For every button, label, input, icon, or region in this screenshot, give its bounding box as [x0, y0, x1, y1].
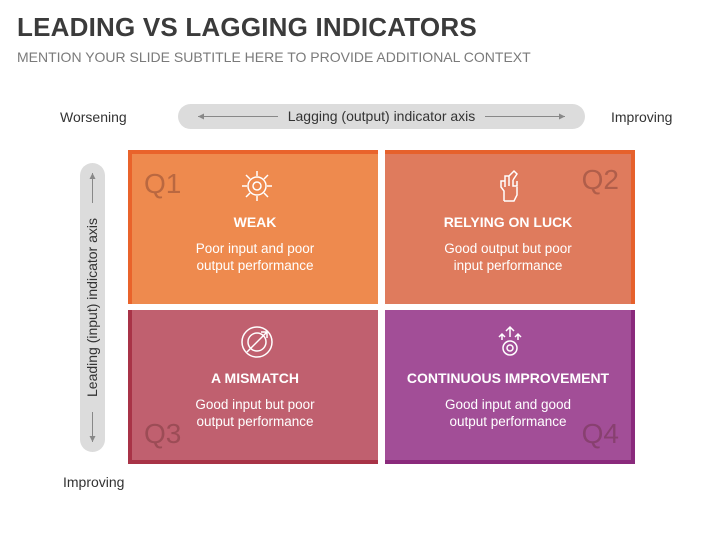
x-axis-arrows	[198, 113, 565, 120]
quadrant-text: Poor input and poor output performance	[132, 240, 378, 274]
quadrant-text: Good input and good output performance	[385, 396, 631, 430]
quadrant-text-line: Good input and good	[444, 397, 572, 412]
quadrant: Q4 CONTINUOUS IMPROVEMENT Good input and g…	[385, 310, 635, 464]
quadrant-text-line: Good input but poor	[195, 397, 315, 412]
quadrant-text-line: input performance	[453, 258, 563, 273]
quadrant-title: A MISMATCH	[211, 370, 299, 386]
y-axis-label: Leading (input) indicator axis	[80, 163, 105, 452]
subtitle: MENTION YOUR SLIDE SUBTITLE HERE TO PROV…	[17, 49, 531, 65]
axis-right-label: Improving	[611, 109, 673, 125]
quadrant-id: Q4	[581, 418, 619, 449]
y-axis-text: Leading (input) indicator axis	[84, 214, 100, 401]
quadrant-text: Good output but poor input performance	[385, 240, 631, 274]
quadrant-text-line: output performance	[196, 258, 314, 273]
quadrant: Q1 WEAK Poor input and poor output performa…	[128, 150, 378, 304]
quadrant-text-line: Good output but poor	[444, 241, 572, 256]
fingers-icon	[500, 169, 518, 202]
quadrant: Q2 RELYING ON LUCK Good output but poor inp…	[385, 150, 635, 304]
quadrant: Q3 A MISMATCH Good input but poor output pe…	[128, 310, 378, 464]
gear-icon	[242, 171, 272, 201]
arrows-icon	[241, 326, 273, 358]
quadrant-text-line: output performance	[449, 414, 567, 429]
y-axis-arrows	[89, 173, 96, 442]
quadrant-id: Q1	[144, 168, 182, 199]
axis-bottom-label: Improving	[63, 474, 125, 490]
x-axis-text: Lagging (output) indicator axis	[283, 108, 480, 124]
quadrant-id: Q2	[581, 164, 619, 195]
growth-gear-icon	[498, 325, 522, 356]
quadrant-title: WEAK	[233, 214, 277, 230]
title: LEADING VS LAGGING INDICATORS	[17, 12, 477, 42]
quadrant-title: CONTINUOUS IMPROVEMENT	[406, 370, 610, 386]
quadrant-text: Good input but poor output performance	[132, 396, 378, 430]
x-axis-label: Lagging (output) indicator axis	[178, 104, 585, 129]
quadrant-title: RELYING ON LUCK	[443, 214, 573, 230]
quadrant-id: Q3	[144, 418, 182, 449]
quadrant-text-line: output performance	[196, 414, 314, 429]
quadrant-text-line: Poor input and poor	[195, 241, 315, 256]
axis-left-label: Worsening	[60, 109, 127, 125]
